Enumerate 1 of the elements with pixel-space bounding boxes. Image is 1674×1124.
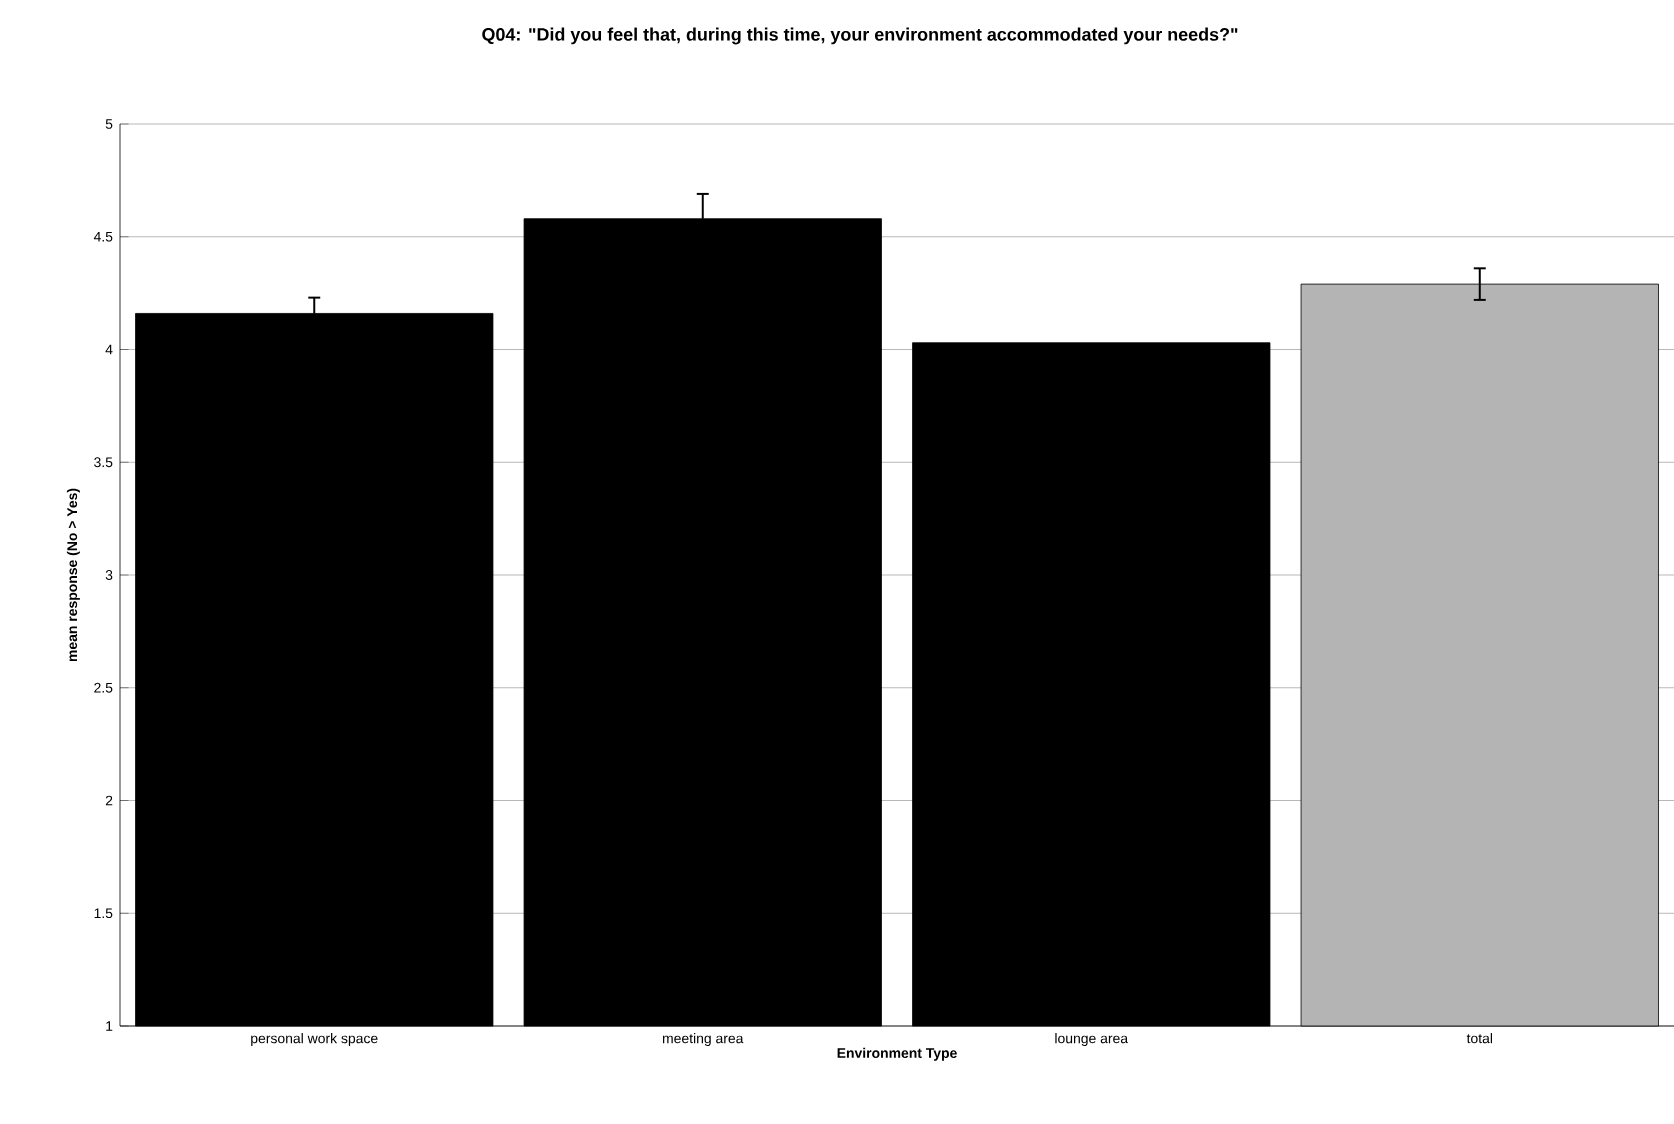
- chart-title: Q04: "Did you feel that, during this time, your environment accommodated your needs?": [482, 27, 1238, 45]
